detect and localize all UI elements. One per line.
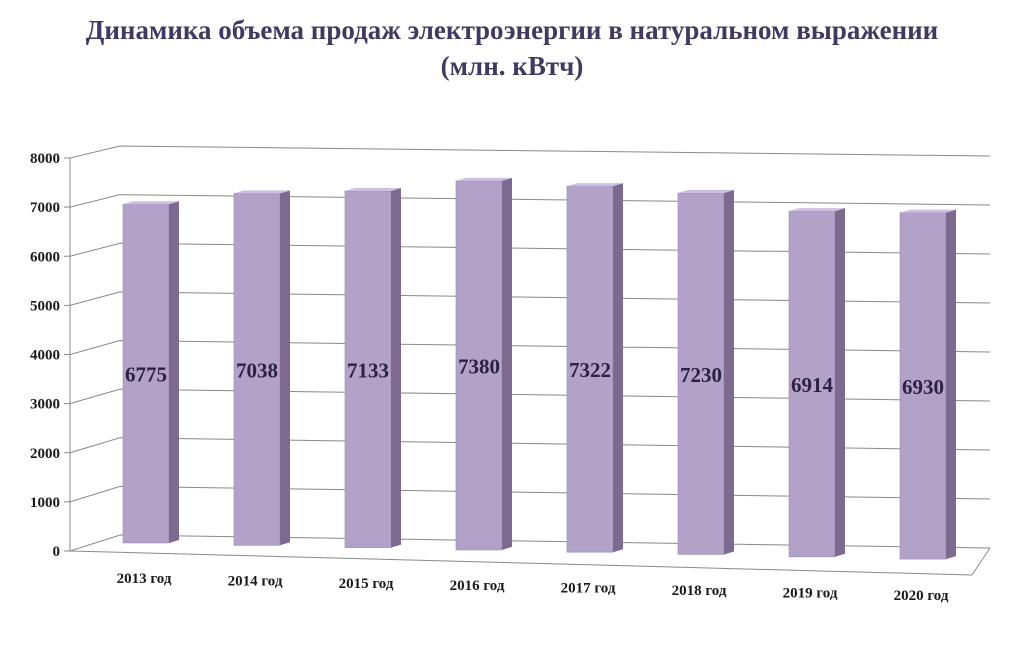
bar-top <box>678 190 734 193</box>
data-label: 7322 <box>569 358 611 382</box>
x-tick-label: 2018 год <box>672 583 727 599</box>
y-tick-label: 2000 <box>30 446 60 462</box>
gridline <box>69 145 991 159</box>
y-tick-label: 3000 <box>30 397 60 413</box>
data-label: 7230 <box>680 363 722 387</box>
bar-side <box>169 201 179 543</box>
bar-top <box>123 201 179 205</box>
bar-top <box>456 177 512 181</box>
gridline <box>69 437 991 454</box>
data-label: 7380 <box>458 354 500 378</box>
x-tick-label: 2020 год <box>894 588 949 604</box>
bar-side <box>946 209 956 560</box>
x-tick-label: 2015 год <box>339 576 394 592</box>
gridline <box>69 534 991 552</box>
gridlines <box>69 145 991 552</box>
x-tick-label: 2014 год <box>228 573 283 589</box>
y-tick-label: 0 <box>53 544 61 560</box>
gridline <box>69 242 991 257</box>
data-labels: 6775 7038 7133 7380 7322 7230 6914 6930 <box>125 354 944 398</box>
x-tick-label: 2017 год <box>561 581 616 597</box>
gridline <box>69 339 991 355</box>
y-tick-label: 8000 <box>30 151 60 167</box>
bar-side <box>613 183 623 553</box>
bar-top <box>567 183 623 187</box>
chart-title-line-2: (млн. кВтч) <box>440 51 584 81</box>
y-tick-label: 6000 <box>30 249 60 265</box>
bar-side <box>724 190 734 555</box>
bars <box>122 177 956 560</box>
y-tick-label: 1000 <box>30 495 60 511</box>
bar-side <box>391 187 401 548</box>
floor-edge-right <box>971 547 991 576</box>
y-tick-label: 7000 <box>30 200 60 216</box>
axes <box>64 157 991 576</box>
data-label: 7038 <box>236 358 278 382</box>
data-label: 6914 <box>791 373 834 397</box>
gridline <box>69 291 991 306</box>
y-tick-label: 4000 <box>30 348 60 364</box>
gridline <box>69 485 991 503</box>
bar-side <box>280 190 290 546</box>
data-label: 6775 <box>125 363 167 387</box>
bar-top <box>789 208 845 212</box>
y-axis-ticks: 0 1000 2000 3000 4000 5000 6000 7000 8000 <box>30 151 60 560</box>
x-tick-label: 2013 год <box>117 571 172 587</box>
chart-title-line-1: Динамика объема продаж электроэнергии в … <box>85 15 939 45</box>
bar-side <box>502 177 512 550</box>
bar-top <box>900 209 956 213</box>
bar-side <box>835 208 845 557</box>
bar-top <box>345 187 401 191</box>
data-label: 6930 <box>902 375 944 399</box>
x-tick-label: 2019 год <box>783 585 838 601</box>
data-label: 7133 <box>347 358 389 382</box>
x-tick-label: 2016 год <box>450 578 505 594</box>
x-axis-line <box>69 550 973 576</box>
gridline <box>69 194 991 208</box>
chart-title: Динамика объема продаж электроэнергии в … <box>0 12 1024 84</box>
y-tick-label: 5000 <box>30 298 60 314</box>
x-axis-ticks: 2013 год 2014 год 2015 год 2016 год 2017 год… <box>117 571 949 604</box>
gridline <box>69 388 991 405</box>
bar-top <box>234 190 290 194</box>
